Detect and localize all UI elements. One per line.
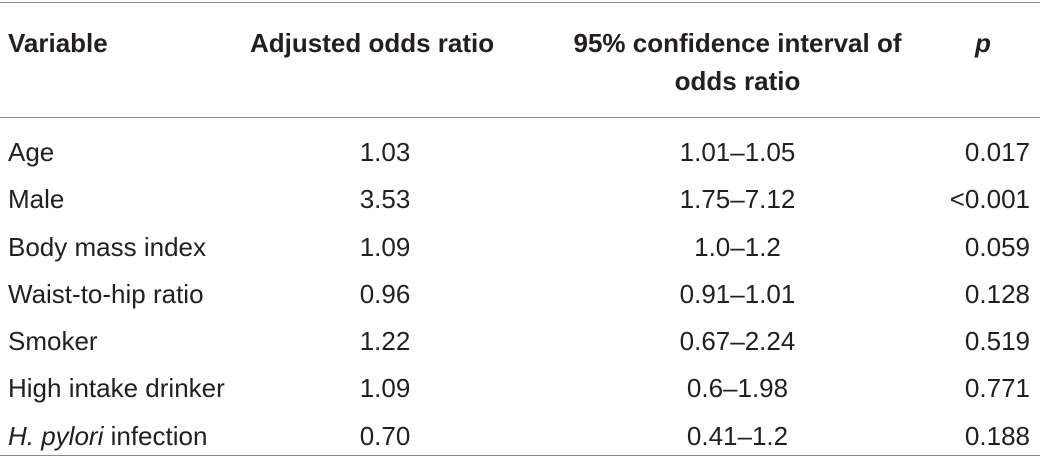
cell-variable: Waist-to-hip ratio xyxy=(8,274,204,314)
variable-text: Smoker xyxy=(8,326,98,357)
cell-p-value: 0.128 xyxy=(964,278,1030,309)
cell-variable: Male xyxy=(8,179,64,219)
cell-confidence-interval: 0.67–2.24 xyxy=(679,326,796,357)
cell-confidence-interval: 1.75–7.12 xyxy=(679,184,796,215)
table-header-row: Variable Adjusted odds ratio 95% confide… xyxy=(0,24,1040,104)
table-header-rule xyxy=(0,117,1040,118)
table-row: High intake drinker 1.09 0.6–1.98 0.771 xyxy=(0,368,1040,415)
cell-variable: Body mass index xyxy=(8,227,206,267)
cell-confidence-interval: 0.6–1.98 xyxy=(686,373,789,404)
cell-adjusted-odds-ratio: 1.09 xyxy=(359,373,411,404)
table-row: Waist-to-hip ratio 0.96 0.91–1.01 0.128 xyxy=(0,274,1040,321)
variable-text: Waist-to-hip ratio xyxy=(8,278,204,309)
cell-adjusted-odds-ratio: 3.53 xyxy=(359,184,411,215)
cell-adjusted-odds-ratio: 1.22 xyxy=(359,326,411,357)
table-bottom-rule xyxy=(0,455,1040,456)
cell-p-value: <0.001 xyxy=(949,184,1030,215)
cell-variable: Smoker xyxy=(8,321,98,361)
variable-text: Age xyxy=(8,137,55,167)
table-row: Smoker 1.22 0.67–2.24 0.519 xyxy=(0,321,1040,368)
cell-p-value: 0.519 xyxy=(964,326,1030,357)
table-row: Age 1.03 1.01–1.05 0.017 xyxy=(0,132,1040,179)
cell-variable: H. pylori infection xyxy=(8,416,207,456)
header-adjusted-odds-ratio: Adjusted odds ratio xyxy=(250,28,495,58)
cell-adjusted-odds-ratio: 0.70 xyxy=(359,420,411,451)
cell-confidence-interval: 1.0–1.2 xyxy=(694,231,781,262)
cell-variable: High intake drinker xyxy=(8,368,225,408)
cell-confidence-interval: 0.41–1.2 xyxy=(686,420,789,451)
variable-text: Body mass index xyxy=(8,231,206,262)
cell-adjusted-odds-ratio: 0.96 xyxy=(359,278,411,309)
variable-text: High intake drinker xyxy=(8,373,225,404)
cell-confidence-interval: 1.01–1.05 xyxy=(679,137,796,167)
cell-p-value: 0.188 xyxy=(964,420,1030,451)
cell-adjusted-odds-ratio: 1.09 xyxy=(359,231,411,262)
table-row: H. pylori infection 0.70 0.41–1.2 0.188 xyxy=(0,416,1040,463)
cell-p-value: 0.771 xyxy=(964,373,1030,404)
variable-italic-text: H. pylori xyxy=(8,420,104,451)
cell-confidence-interval: 0.91–1.01 xyxy=(679,278,796,309)
table-row: Body mass index 1.09 1.0–1.2 0.059 xyxy=(0,227,1040,274)
header-confidence-interval: 95% confidence interval of odds ratio xyxy=(573,28,902,96)
table-body: Age 1.03 1.01–1.05 0.017 Male 3.53 1.75–… xyxy=(0,132,1040,463)
cell-p-value: 0.059 xyxy=(964,231,1030,262)
header-variable: Variable xyxy=(8,28,108,58)
table-top-rule xyxy=(0,2,1040,3)
cell-variable: Age xyxy=(8,132,54,172)
variable-text: Male xyxy=(8,184,65,215)
cell-adjusted-odds-ratio: 1.03 xyxy=(359,137,411,167)
table-row: Male 3.53 1.75–7.12 <0.001 xyxy=(0,179,1040,226)
variable-rest-text: infection xyxy=(103,420,208,451)
header-p-value: p xyxy=(975,28,991,58)
cell-p-value: 0.017 xyxy=(964,137,1030,167)
